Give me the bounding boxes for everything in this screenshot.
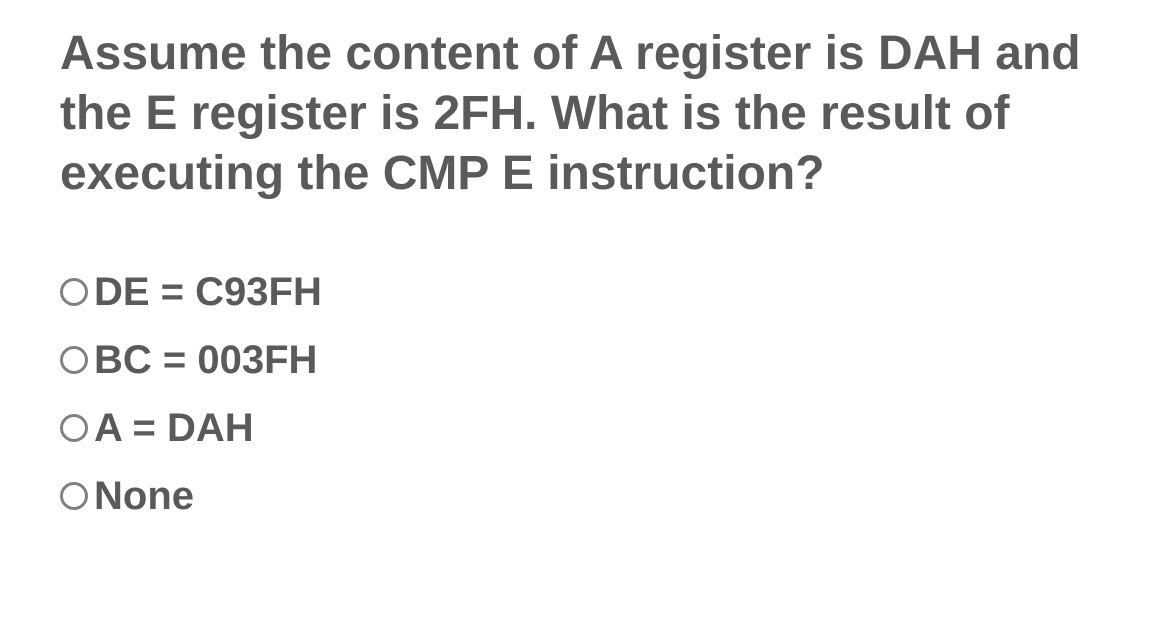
option-row[interactable]: None — [60, 468, 1110, 524]
radio-icon[interactable] — [60, 414, 88, 442]
options-group: DE = C93FH BC = 003FH A = DAH None — [60, 264, 1110, 524]
option-row[interactable]: A = DAH — [60, 400, 1110, 456]
radio-icon[interactable] — [60, 482, 88, 510]
question-text: Assume the content of A register is DAH … — [60, 24, 1110, 204]
radio-icon[interactable] — [60, 278, 88, 306]
option-row[interactable]: BC = 003FH — [60, 332, 1110, 388]
radio-icon[interactable] — [60, 346, 88, 374]
option-label: DE = C93FH — [94, 264, 322, 320]
option-label: A = DAH — [94, 400, 254, 456]
option-label: BC = 003FH — [94, 332, 317, 388]
option-row[interactable]: DE = C93FH — [60, 264, 1110, 320]
option-label: None — [94, 468, 194, 524]
